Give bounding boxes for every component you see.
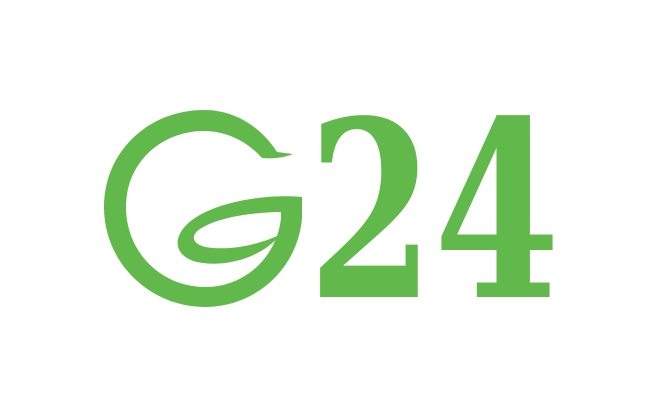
logo-text: 24 [308, 67, 560, 355]
leaf-g-logo-icon [104, 110, 302, 307]
